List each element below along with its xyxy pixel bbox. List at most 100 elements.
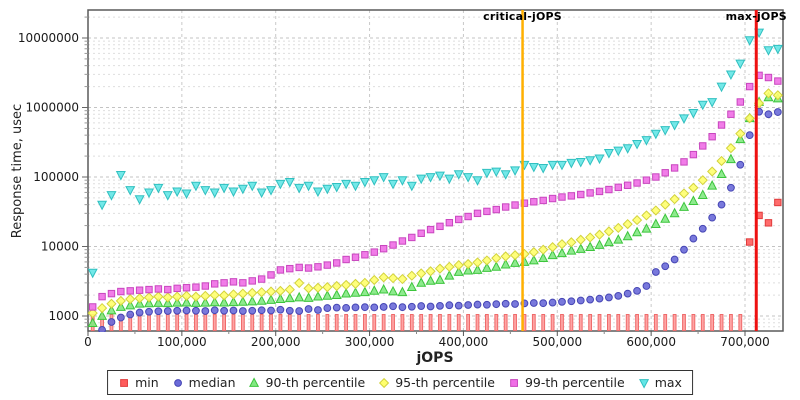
data-point [454,301,463,310]
data-point [567,192,576,200]
data-point [738,314,743,331]
data-point [547,160,558,171]
data-point [323,261,332,269]
data-point [556,160,568,171]
axes [82,9,784,336]
data-point [597,314,602,331]
data-point [344,314,349,331]
data-point [181,296,192,307]
data-point [689,234,698,243]
data-point [678,201,690,211]
data-point [556,247,568,258]
series-median [98,107,782,332]
legend-item-99-th-percentile: 99-th percentile [508,375,625,390]
data-point [735,128,746,139]
data-point [231,314,236,331]
data-point [472,176,483,186]
data-point [284,178,295,188]
x-tick-label: 300,000 [345,335,395,349]
data-point [708,213,717,222]
data-point [304,264,313,272]
data-point [548,194,557,203]
data-point [669,194,680,205]
x-tick-label: 700,000 [720,335,770,349]
data-point [616,314,621,331]
data-point [653,314,658,331]
data-point [444,174,455,185]
data-point [678,114,690,124]
data-point [181,290,192,301]
data-point [426,225,435,234]
data-point [491,253,502,264]
data-point [434,171,445,182]
data-point [143,297,155,308]
data-point [689,150,698,159]
data-point [613,146,624,157]
data-point [605,185,613,194]
data-point [265,286,277,297]
data-point [575,234,586,245]
data-point [547,242,558,253]
data-point [708,133,716,141]
x-tick-label: 200,000 [251,335,301,349]
data-point [652,173,660,181]
data-point [425,173,436,183]
data-point [483,207,491,216]
data-point [379,303,388,311]
data-point [529,299,538,307]
data-point [481,255,493,266]
data-point [182,306,191,315]
data-point [642,176,651,184]
data-point [425,275,436,285]
data-point [369,176,380,186]
data-point [764,110,773,119]
data-point [463,173,474,183]
data-point [250,314,255,331]
data-point [222,314,226,331]
data-point [436,222,444,231]
data-point [284,292,295,303]
data-point [134,293,145,304]
data-point [209,296,220,307]
data-point [622,230,633,241]
data-point [632,226,643,237]
data-point [556,239,568,250]
data-point [325,314,330,331]
data-point [407,302,416,311]
data-point [491,167,502,178]
data-point [500,251,511,262]
data-point [342,303,351,312]
data-point [397,273,408,285]
legend-marker-90-th-percentile [249,376,260,387]
series-90-th-percentile [87,91,783,328]
data-point [473,300,482,309]
series-max [87,28,783,279]
data-point [453,266,464,276]
data-point [389,241,397,249]
data-point [201,307,210,315]
data-point [203,314,208,331]
data-point [153,291,164,302]
data-point [699,142,707,150]
data-point [398,303,407,312]
data-point [303,283,314,294]
data-point [209,188,220,199]
data-point [153,297,164,307]
data-point [735,59,746,70]
data-point [98,326,106,332]
data-point [763,46,774,56]
data-point [642,282,651,290]
data-point [682,314,686,331]
data-point [710,314,715,331]
data-point [145,307,153,316]
data-point [650,218,661,229]
data-point [764,73,773,82]
data-point [332,303,341,312]
data-point [97,200,108,211]
data-point [539,196,547,205]
data-point [200,297,211,307]
data-point [265,294,277,304]
data-point [314,263,322,271]
data-point [115,295,126,306]
